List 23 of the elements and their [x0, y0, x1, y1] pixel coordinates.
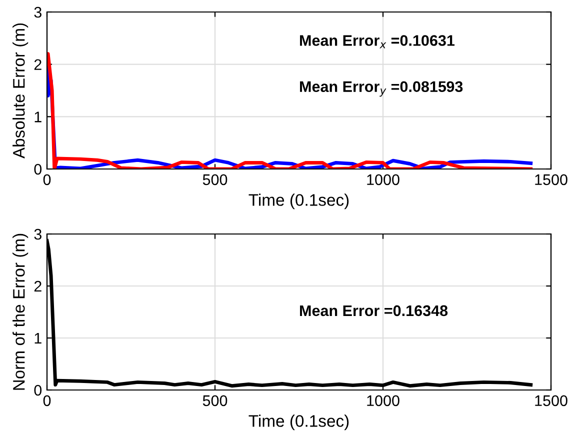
y-tick-label: 2	[34, 59, 42, 70]
annotation: Mean Error$_{x}$ =0.10631	[300, 35, 455, 48]
y-tick-label: 0	[34, 164, 42, 175]
annotation: Mean Error =0.16348	[300, 305, 448, 316]
y-axis-title: Norm of the Error (m)	[12, 234, 28, 390]
x-axis-title: Time (0.1sec)	[248, 414, 349, 430]
x-tick-label: 1500	[535, 395, 568, 406]
y-axis-title: Absolute Error (m)	[12, 23, 28, 159]
y-tick-label: 3	[34, 228, 42, 240]
x-tick-label: 1500	[535, 174, 568, 186]
y-tick-label: 1	[34, 112, 42, 122]
x-tick-label: 0	[43, 395, 51, 406]
x-axis-title: Time (0.1sec)	[248, 194, 349, 210]
x-tick-label: 500	[202, 174, 228, 186]
y-tick-label: 2	[34, 280, 42, 292]
x-tick-label: 0	[43, 174, 51, 186]
x-tick-label: 500	[202, 395, 228, 406]
y-tick-label: 3	[34, 6, 42, 18]
annotation: Mean Error$_{y}$ =0.081593	[300, 81, 463, 97]
x-tick-label: 1000	[367, 174, 400, 186]
y-tick-label: 0	[34, 384, 42, 396]
y-tick-label: 1	[34, 333, 42, 344]
x-tick-label: 1000	[367, 395, 400, 406]
